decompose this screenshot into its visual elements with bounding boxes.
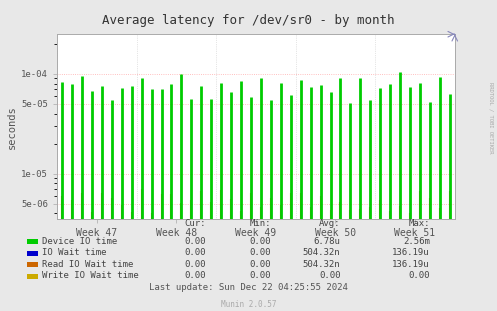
Text: Read IO Wait time: Read IO Wait time (42, 260, 134, 269)
Text: Device IO time: Device IO time (42, 237, 117, 245)
Text: 0.00: 0.00 (249, 260, 271, 269)
Text: Avg:: Avg: (319, 219, 340, 228)
Text: 0.00: 0.00 (249, 237, 271, 245)
Y-axis label: seconds: seconds (7, 105, 17, 149)
Text: 0.00: 0.00 (185, 260, 206, 269)
Text: 0.00: 0.00 (249, 272, 271, 280)
Text: 504.32n: 504.32n (303, 248, 340, 257)
Text: 0.00: 0.00 (249, 248, 271, 257)
Text: 136.19u: 136.19u (392, 248, 430, 257)
Text: 0.00: 0.00 (185, 272, 206, 280)
Text: 504.32n: 504.32n (303, 260, 340, 269)
Text: 0.00: 0.00 (409, 272, 430, 280)
Text: 0.00: 0.00 (319, 272, 340, 280)
Text: Min:: Min: (249, 219, 271, 228)
Text: IO Wait time: IO Wait time (42, 248, 107, 257)
Text: 2.56m: 2.56m (403, 237, 430, 245)
Text: Munin 2.0.57: Munin 2.0.57 (221, 300, 276, 309)
Text: 0.00: 0.00 (185, 237, 206, 245)
Text: 0.00: 0.00 (185, 248, 206, 257)
Text: Write IO Wait time: Write IO Wait time (42, 272, 139, 280)
Text: Cur:: Cur: (185, 219, 206, 228)
Text: Max:: Max: (409, 219, 430, 228)
Text: Average latency for /dev/sr0 - by month: Average latency for /dev/sr0 - by month (102, 14, 395, 27)
Text: 136.19u: 136.19u (392, 260, 430, 269)
Text: Last update: Sun Dec 22 04:25:55 2024: Last update: Sun Dec 22 04:25:55 2024 (149, 283, 348, 291)
Text: 6.78u: 6.78u (314, 237, 340, 245)
Text: RRDTOOL / TOBI OETIKER: RRDTOOL / TOBI OETIKER (489, 82, 494, 154)
